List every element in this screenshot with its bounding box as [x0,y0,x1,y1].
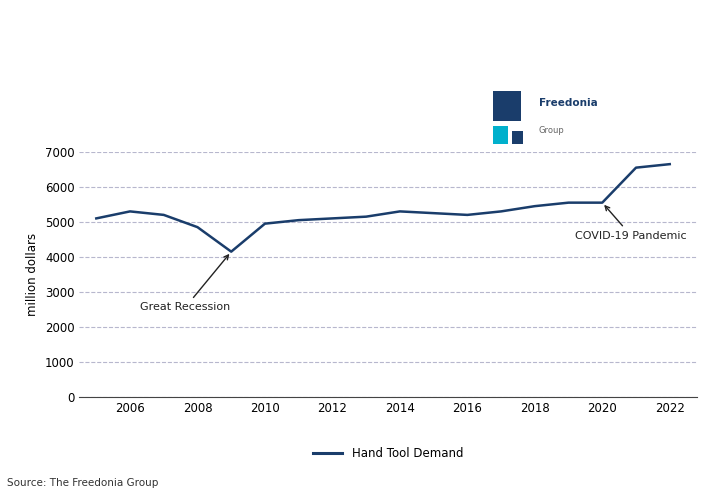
Text: COVID-19 Pandemic: COVID-19 Pandemic [575,206,687,241]
Bar [493,126,508,144]
Legend: Hand Tool Demand: Hand Tool Demand [308,442,468,465]
Text: Group: Group [539,126,565,135]
Text: Figure 3-1.
Hand Tool Demand,
2005 – 2022
(million dollars): Figure 3-1. Hand Tool Demand, 2005 – 202… [9,4,138,62]
Text: Freedonia: Freedonia [539,98,597,108]
Y-axis label: million dollars: million dollars [27,233,40,316]
Bar [493,91,521,121]
Text: Source: The Freedonia Group: Source: The Freedonia Group [7,478,159,488]
Bar [511,131,523,144]
Text: Great Recession: Great Recession [140,255,230,313]
